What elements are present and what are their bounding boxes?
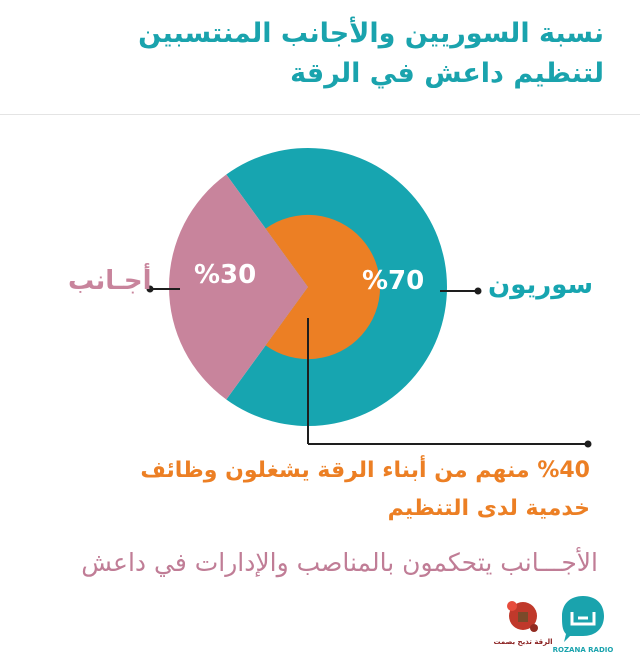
rozana-logo-caption: ROZANA RADIO xyxy=(552,646,614,654)
pie-slice-foreigners xyxy=(168,174,308,400)
syrians-label: سوريون xyxy=(488,270,594,300)
raqqa-logo xyxy=(507,601,538,632)
note-text: %40 منهم من أبناء الرقة يشغلون وظائف خدم… xyxy=(30,452,590,528)
title-line-2: لتنظيم داعش في الرقة xyxy=(290,58,604,89)
syrians-percent-label: %70 xyxy=(362,266,425,296)
foreigners-leader-dot xyxy=(146,285,154,293)
bottom-statement: الأجـــانب يتحكمون بالمناصب والإدارات في… xyxy=(81,548,598,577)
title-line-1: نسبة السوريين والأجانب المنتسبين xyxy=(138,18,604,49)
syrians-leader-dot xyxy=(474,287,482,295)
inner-segment-raqqa-natives xyxy=(265,214,381,360)
raqqa-logo-caption: الرقة تذبح بصمت xyxy=(493,638,553,646)
note-leader-dot xyxy=(584,440,592,448)
divider xyxy=(0,114,640,115)
foreigners-label: أجـانب xyxy=(68,266,152,296)
page-title: نسبة السوريين والأجانب المنتسبين لتنظيم … xyxy=(44,14,604,94)
note-line-1: %40 منهم من أبناء الرقة يشغلون وظائف xyxy=(140,458,590,483)
note-line-2: خدمية لدى التنظيم xyxy=(387,496,590,521)
rozana-logo xyxy=(562,596,604,642)
foreigners-percent-label: %30 xyxy=(194,260,257,290)
